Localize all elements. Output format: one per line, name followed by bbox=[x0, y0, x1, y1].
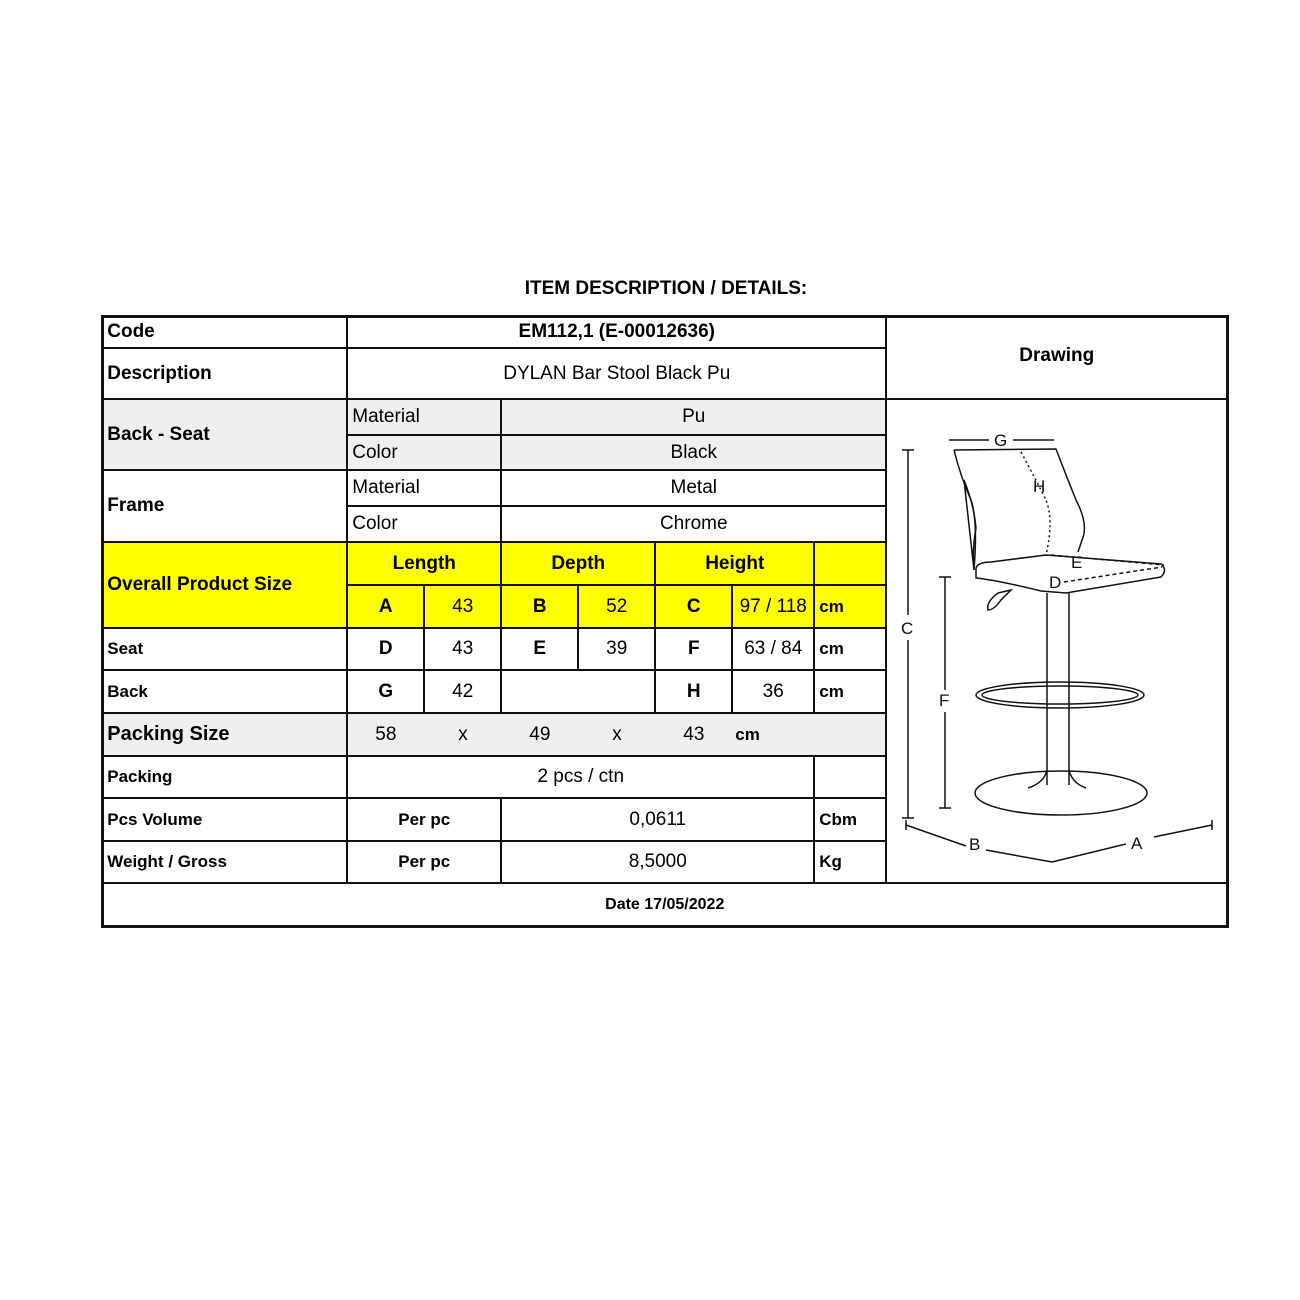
packing-x: x bbox=[612, 723, 622, 745]
page-title: ITEM DESCRIPTION / DETAILS: bbox=[524, 278, 808, 299]
dim-b-value: 52 bbox=[578, 585, 656, 629]
back-seat-color: Black bbox=[501, 435, 887, 471]
dimension-c: C bbox=[901, 449, 914, 819]
depth-header: Depth bbox=[501, 542, 656, 586]
packing-width: 49 bbox=[529, 723, 551, 745]
packing-size-values: 58 x 49 x 43 cm bbox=[347, 713, 887, 757]
dimension-b-a: B A bbox=[905, 820, 1213, 863]
dimension-f: F bbox=[939, 576, 951, 809]
dim-f-letter: F bbox=[655, 628, 733, 671]
length-header: Length bbox=[347, 542, 502, 586]
blank-cell bbox=[814, 756, 887, 799]
label-h: H bbox=[1033, 477, 1045, 496]
frame-color-label: Color bbox=[347, 506, 502, 543]
weight-per: Per pc bbox=[347, 841, 502, 884]
volume-label: Pcs Volume bbox=[102, 798, 348, 842]
volume-unit: Cbm bbox=[814, 798, 887, 842]
dim-c-value: 97 / 118 bbox=[732, 585, 815, 629]
dim-f-value: 63 / 84 bbox=[732, 628, 815, 671]
dim-g-value: 42 bbox=[424, 670, 502, 714]
blank-cell bbox=[501, 670, 656, 714]
label-c: C bbox=[901, 619, 913, 638]
dimension-g: G bbox=[949, 431, 1054, 450]
packing-size-label-text: Packing Size bbox=[107, 723, 230, 746]
seat bbox=[975, 554, 1166, 594]
frame-material: Metal bbox=[501, 470, 887, 507]
frame-material-label: Material bbox=[347, 470, 502, 507]
packing-size-label: Packing Size bbox=[102, 713, 348, 757]
dim-h-letter: H bbox=[655, 670, 733, 714]
dim-g-letter: G bbox=[347, 670, 425, 714]
label-d: D bbox=[1049, 573, 1061, 592]
label-g: G bbox=[994, 431, 1007, 450]
packing-value: 2 pcs / ctn bbox=[347, 756, 815, 799]
dim-a-value: 43 bbox=[424, 585, 502, 629]
label-f: F bbox=[939, 691, 949, 710]
packing-x: x bbox=[458, 723, 468, 745]
seat-unit: cm bbox=[814, 628, 887, 671]
dim-b-letter: B bbox=[501, 585, 579, 629]
frame-label: Frame bbox=[102, 470, 348, 543]
bar-stool-drawing: G C F E H D B A bbox=[901, 431, 1213, 863]
dim-h-value: 36 bbox=[732, 670, 815, 714]
blank-cell bbox=[814, 542, 887, 586]
back-seat-label: Back - Seat bbox=[102, 399, 348, 471]
overall-unit: cm bbox=[814, 585, 887, 629]
weight-value: 8,5000 bbox=[501, 841, 815, 884]
back-seat-material-label: Material bbox=[347, 399, 502, 436]
dashed-e-d bbox=[1050, 554, 1165, 583]
gas-lever bbox=[986, 588, 1014, 611]
packing-height: 43 bbox=[683, 723, 705, 745]
dim-e-value: 39 bbox=[578, 628, 656, 671]
back-unit: cm bbox=[814, 670, 887, 714]
volume-per: Per pc bbox=[347, 798, 502, 842]
drawing-header: Drawing bbox=[886, 316, 1228, 400]
back-seat-material: Pu bbox=[501, 399, 887, 436]
code-label: Code bbox=[102, 316, 348, 349]
back-label: Back bbox=[102, 670, 348, 714]
overall-size-label: Overall Product Size bbox=[102, 542, 348, 629]
dim-e-letter: E bbox=[501, 628, 579, 671]
dotted-h bbox=[1020, 451, 1051, 556]
packing-label: Packing bbox=[102, 756, 348, 799]
frame-color: Chrome bbox=[501, 506, 887, 543]
dim-a-letter: A bbox=[347, 585, 425, 629]
dim-d-value: 43 bbox=[424, 628, 502, 671]
dim-d-letter: D bbox=[347, 628, 425, 671]
seat-label: Seat bbox=[102, 628, 348, 671]
date: Date 17/05/2022 bbox=[102, 883, 1228, 927]
packing-length: 58 bbox=[375, 723, 397, 745]
backrest-left bbox=[953, 449, 977, 571]
base bbox=[974, 770, 1148, 816]
weight-label: Weight / Gross bbox=[102, 841, 348, 884]
footring bbox=[975, 681, 1145, 709]
dim-c-letter: C bbox=[655, 585, 733, 629]
description-value: DYLAN Bar Stool Black Pu bbox=[347, 348, 887, 400]
label-a: A bbox=[1131, 834, 1143, 853]
label-b: B bbox=[969, 835, 980, 854]
back-seat-color-label: Color bbox=[347, 435, 502, 471]
label-e: E bbox=[1071, 553, 1082, 572]
weight-unit: Kg bbox=[814, 841, 887, 884]
height-header: Height bbox=[655, 542, 815, 586]
code-value: EM112,1 (E-00012636) bbox=[347, 316, 887, 349]
packing-unit: cm bbox=[735, 724, 760, 744]
volume-value: 0,0611 bbox=[501, 798, 815, 842]
description-label: Description bbox=[102, 348, 348, 400]
